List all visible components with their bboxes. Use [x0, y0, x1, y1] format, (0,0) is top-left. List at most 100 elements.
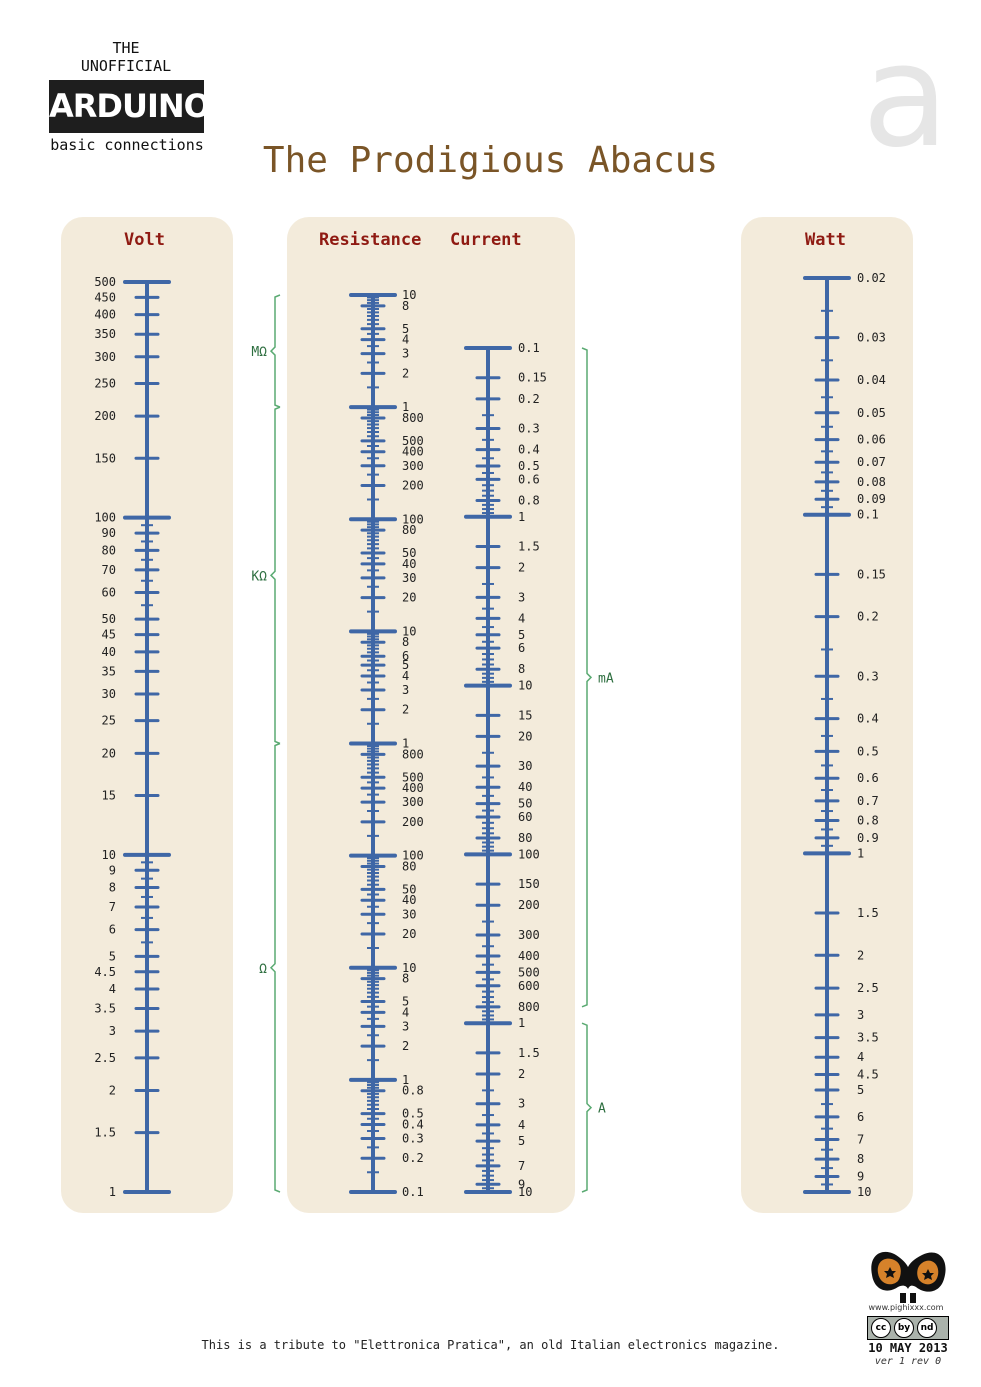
resistance-tick-label: 6 — [402, 649, 409, 663]
volt-tick-label: 500 — [94, 275, 116, 289]
resistance-group-label: KΩ — [251, 569, 267, 584]
volt-tick-label: 7 — [109, 900, 116, 914]
section-letter: a — [862, 14, 950, 179]
volt-tick-label: 25 — [102, 714, 116, 728]
resistance-tick-label: 8 — [402, 299, 409, 313]
current-tick-label: 60 — [518, 810, 532, 824]
volt-tick-label: 3 — [109, 1024, 116, 1038]
volt-tick-label: 90 — [102, 526, 116, 540]
current-tick-label: 4 — [518, 611, 525, 625]
current-group-label: mA — [598, 671, 614, 686]
current-tick-label: 30 — [518, 759, 532, 773]
current-tick-label: 2 — [518, 1067, 525, 1081]
current-tick-label: 1.5 — [518, 1046, 540, 1060]
watt-tick-label: 1.5 — [857, 906, 879, 920]
resistance-tick-label: 20 — [402, 591, 416, 605]
volt-tick-label: 4.5 — [94, 965, 116, 979]
resistance-tick-label: 8 — [402, 635, 409, 649]
resistance-tick-label: 200 — [402, 478, 424, 492]
current-tick-label: 80 — [518, 831, 532, 845]
current-tick-label: 7 — [518, 1159, 525, 1173]
watt-tick-label: 0.9 — [857, 831, 879, 845]
current-tick-label: 500 — [518, 965, 540, 979]
current-tick-label: 800 — [518, 1000, 540, 1014]
resistance-tick-label: 200 — [402, 815, 424, 829]
current-tick-label: 9 — [518, 1177, 525, 1191]
volt-tick-label: 60 — [102, 585, 116, 599]
volt-tick-label: 20 — [102, 746, 116, 760]
watt-tick-label: 0.06 — [857, 433, 886, 447]
pighixxx-logo — [871, 1251, 946, 1303]
resistance-tick-label: 1 — [402, 400, 409, 414]
resistance-tick-label: 0.1 — [402, 1185, 424, 1199]
current-tick-label: 3 — [518, 590, 525, 604]
current-tick-label: 300 — [518, 928, 540, 942]
resistance-tick-label: 4 — [402, 1005, 409, 1019]
watt-tick-label: 0.3 — [857, 669, 879, 683]
watt-tick-label: 0.05 — [857, 406, 886, 420]
resistance-current-panel — [287, 217, 575, 1213]
watt-tick-label: 7 — [857, 1133, 864, 1147]
creative-commons-badge: cc by nd — [867, 1316, 949, 1340]
volt-tick-label: 350 — [94, 327, 116, 341]
volt-tick-label: 4 — [109, 982, 116, 996]
watt-tick-label: 0.8 — [857, 814, 879, 828]
nd-icon: nd — [917, 1318, 937, 1338]
resistance-tick-label: 10 — [402, 624, 416, 638]
current-tick-label: 0.2 — [518, 392, 540, 406]
resistance-tick-label: 10 — [402, 288, 416, 302]
watt-tick-label: 2.5 — [857, 981, 879, 995]
resistance-group-bracket — [269, 294, 281, 408]
resistance-tick-label: 400 — [402, 781, 424, 795]
watt-tick-label: 3 — [857, 1008, 864, 1022]
watt-tick-label: 0.1 — [857, 508, 879, 522]
current-group-label: A — [598, 1102, 606, 1117]
brand-logo-arduino: ARDUINO — [49, 80, 211, 133]
current-tick-label: 0.8 — [518, 493, 540, 507]
resistance-tick-label: 40 — [402, 557, 416, 571]
resistance-tick-label: 80 — [402, 859, 416, 873]
current-tick-label: 10 — [518, 679, 532, 693]
resistance-tick-label: 3 — [402, 1019, 409, 1033]
watt-tick-label: 0.5 — [857, 744, 879, 758]
current-tick-label: 3 — [518, 1097, 525, 1111]
volt-tick-label: 15 — [102, 788, 116, 802]
by-icon: by — [894, 1318, 914, 1338]
volt-tick-label: 3.5 — [94, 1002, 116, 1016]
resistance-tick-label: 2 — [402, 1039, 409, 1053]
current-tick-label: 0.3 — [518, 422, 540, 436]
current-tick-label: 0.1 — [518, 341, 540, 355]
current-tick-label: 8 — [518, 662, 525, 676]
resistance-tick-label: 300 — [402, 795, 424, 809]
resistance-tick-label: 8 — [402, 972, 409, 986]
tribute-note: This is a tribute to "Elettronica Pratic… — [201, 1338, 780, 1352]
current-tick-label: 20 — [518, 729, 532, 743]
watt-tick-label: 10 — [857, 1185, 871, 1199]
volt-tick-label: 1.5 — [94, 1126, 116, 1140]
current-group-bracket — [581, 347, 593, 1008]
author-url: www.pighixxx.com — [868, 1303, 944, 1312]
volt-tick-label: 300 — [94, 350, 116, 364]
current-tick-label: 4 — [518, 1118, 525, 1132]
current-tick-label: 1.5 — [518, 540, 540, 554]
volt-tick-label: 50 — [102, 612, 116, 626]
resistance-tick-label: 100 — [402, 512, 424, 526]
current-tick-label: 50 — [518, 797, 532, 811]
resistance-tick-label: 50 — [402, 882, 416, 896]
watt-tick-label: 0.6 — [857, 771, 879, 785]
watt-tick-label: 0.4 — [857, 712, 879, 726]
watt-tick-label: 0.2 — [857, 610, 879, 624]
volt-tick-label: 150 — [94, 451, 116, 465]
volt-tick-label: 70 — [102, 563, 116, 577]
resistance-tick-label: 30 — [402, 571, 416, 585]
volt-tick-label: 9 — [109, 863, 116, 877]
resistance-tick-label: 5 — [402, 322, 409, 336]
resistance-group-bracket — [269, 406, 281, 745]
current-tick-label: 1 — [518, 1016, 525, 1030]
volt-tick-label: 6 — [109, 923, 116, 937]
resistance-group-label: MΩ — [251, 345, 267, 360]
current-tick-label: 2 — [518, 561, 525, 575]
resistance-tick-label: 500 — [402, 770, 424, 784]
resistance-tick-label: 800 — [402, 411, 424, 425]
